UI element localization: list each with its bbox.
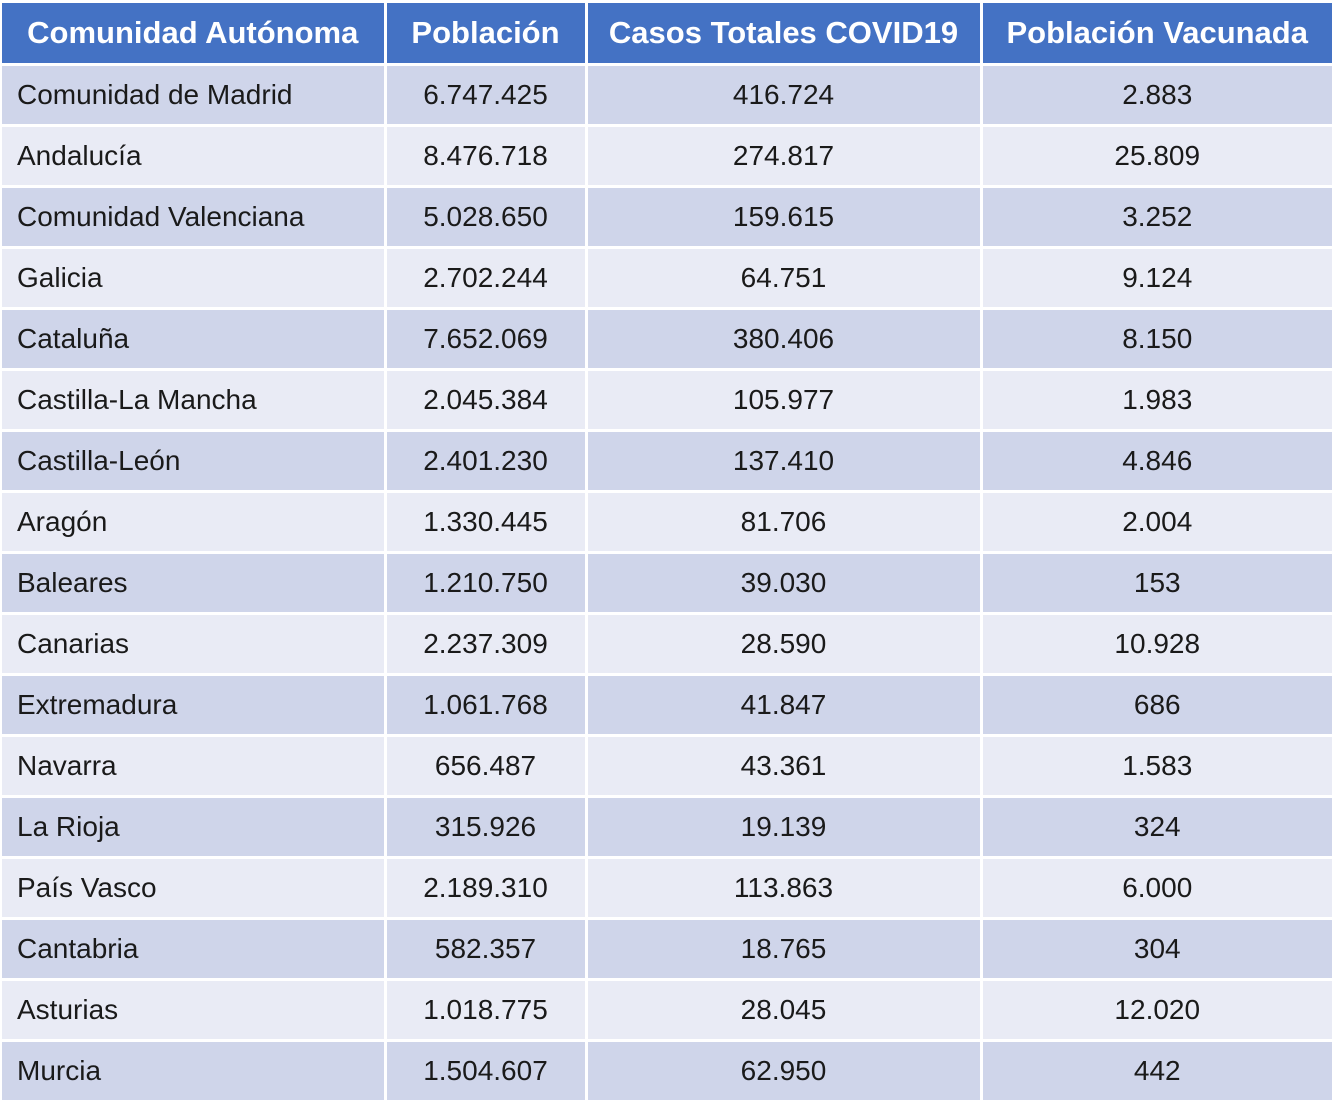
table-row: Asturias 1.018.775 28.045 12.020 <box>2 979 1332 1042</box>
population-cell: 1.504.607 <box>385 1040 588 1103</box>
population-cell: 2.189.310 <box>385 857 588 920</box>
table-header: Comunidad Autónoma Población Casos Total… <box>2 3 1332 66</box>
header-comunidad: Comunidad Autónoma <box>2 3 387 66</box>
cases-cell: 18.765 <box>586 918 983 981</box>
cases-cell: 19.139 <box>586 796 983 859</box>
cases-cell: 64.751 <box>586 247 983 310</box>
table-row: Comunidad Valenciana 5.028.650 159.615 3.25… <box>2 186 1332 249</box>
table-row: Castilla-La Mancha 2.045.384 105.977 1.983 <box>2 369 1332 432</box>
vaccinated-cell: 442 <box>981 1040 1332 1103</box>
table-row: Canarias 2.237.309 28.590 10.928 <box>2 613 1332 676</box>
cases-cell: 81.706 <box>586 491 983 554</box>
region-cell: Aragón <box>2 491 387 554</box>
region-cell: Cataluña <box>2 308 387 371</box>
vaccinated-cell: 4.846 <box>981 430 1332 493</box>
cases-cell: 39.030 <box>586 552 983 615</box>
table-row: Navarra 656.487 43.361 1.583 <box>2 735 1332 798</box>
vaccinated-cell: 12.020 <box>981 979 1332 1042</box>
region-cell: País Vasco <box>2 857 387 920</box>
covid-table: Comunidad Autónoma Población Casos Total… <box>2 3 1332 1103</box>
cases-cell: 274.817 <box>586 125 983 188</box>
population-cell: 1.210.750 <box>385 552 588 615</box>
cases-cell: 62.950 <box>586 1040 983 1103</box>
vaccinated-cell: 686 <box>981 674 1332 737</box>
table-row: Andalucía 8.476.718 274.817 25.809 <box>2 125 1332 188</box>
table-row: Cataluña 7.652.069 380.406 8.150 <box>2 308 1332 371</box>
region-cell: Comunidad de Madrid <box>2 64 387 127</box>
vaccinated-cell: 8.150 <box>981 308 1332 371</box>
region-cell: Andalucía <box>2 125 387 188</box>
vaccinated-cell: 6.000 <box>981 857 1332 920</box>
vaccinated-cell: 25.809 <box>981 125 1332 188</box>
cases-cell: 105.977 <box>586 369 983 432</box>
population-cell: 656.487 <box>385 735 588 798</box>
population-cell: 1.061.768 <box>385 674 588 737</box>
header-casos-totales: Casos Totales COVID19 <box>586 3 983 66</box>
table-row: Castilla-León 2.401.230 137.410 4.846 <box>2 430 1332 493</box>
cases-cell: 43.361 <box>586 735 983 798</box>
region-cell: Canarias <box>2 613 387 676</box>
header-row: Comunidad Autónoma Población Casos Total… <box>2 3 1332 66</box>
population-cell: 7.652.069 <box>385 308 588 371</box>
region-cell: Navarra <box>2 735 387 798</box>
population-cell: 2.702.244 <box>385 247 588 310</box>
table-body: Comunidad de Madrid 6.747.425 416.724 2.883… <box>2 64 1332 1103</box>
cases-cell: 113.863 <box>586 857 983 920</box>
cases-cell: 137.410 <box>586 430 983 493</box>
table-row: Aragón 1.330.445 81.706 2.004 <box>2 491 1332 554</box>
header-poblacion: Población <box>385 3 588 66</box>
region-cell: Asturias <box>2 979 387 1042</box>
vaccinated-cell: 1.983 <box>981 369 1332 432</box>
table-row: Murcia 1.504.607 62.950 442 <box>2 1040 1332 1103</box>
population-cell: 1.018.775 <box>385 979 588 1042</box>
population-cell: 2.401.230 <box>385 430 588 493</box>
header-poblacion-vacunada: Población Vacunada <box>981 3 1332 66</box>
region-cell: Galicia <box>2 247 387 310</box>
vaccinated-cell: 2.004 <box>981 491 1332 554</box>
vaccinated-cell: 3.252 <box>981 186 1332 249</box>
region-cell: La Rioja <box>2 796 387 859</box>
table-row: Comunidad de Madrid 6.747.425 416.724 2.883 <box>2 64 1332 127</box>
population-cell: 2.237.309 <box>385 613 588 676</box>
table-row: Cantabria 582.357 18.765 304 <box>2 918 1332 981</box>
vaccinated-cell: 153 <box>981 552 1332 615</box>
region-cell: Extremadura <box>2 674 387 737</box>
population-cell: 2.045.384 <box>385 369 588 432</box>
population-cell: 8.476.718 <box>385 125 588 188</box>
region-cell: Castilla-León <box>2 430 387 493</box>
covid-table-container: Comunidad Autónoma Población Casos Total… <box>2 3 1332 1103</box>
region-cell: Cantabria <box>2 918 387 981</box>
table-row: Baleares 1.210.750 39.030 153 <box>2 552 1332 615</box>
cases-cell: 416.724 <box>586 64 983 127</box>
table-row: Extremadura 1.061.768 41.847 686 <box>2 674 1332 737</box>
table-row: Galicia 2.702.244 64.751 9.124 <box>2 247 1332 310</box>
region-cell: Comunidad Valenciana <box>2 186 387 249</box>
vaccinated-cell: 2.883 <box>981 64 1332 127</box>
table-row: La Rioja 315.926 19.139 324 <box>2 796 1332 859</box>
population-cell: 5.028.650 <box>385 186 588 249</box>
cases-cell: 28.590 <box>586 613 983 676</box>
population-cell: 6.747.425 <box>385 64 588 127</box>
vaccinated-cell: 9.124 <box>981 247 1332 310</box>
region-cell: Baleares <box>2 552 387 615</box>
vaccinated-cell: 10.928 <box>981 613 1332 676</box>
population-cell: 582.357 <box>385 918 588 981</box>
cases-cell: 380.406 <box>586 308 983 371</box>
region-cell: Castilla-La Mancha <box>2 369 387 432</box>
cases-cell: 41.847 <box>586 674 983 737</box>
cases-cell: 28.045 <box>586 979 983 1042</box>
region-cell: Murcia <box>2 1040 387 1103</box>
vaccinated-cell: 1.583 <box>981 735 1332 798</box>
vaccinated-cell: 304 <box>981 918 1332 981</box>
population-cell: 1.330.445 <box>385 491 588 554</box>
table-row: País Vasco 2.189.310 113.863 6.000 <box>2 857 1332 920</box>
population-cell: 315.926 <box>385 796 588 859</box>
cases-cell: 159.615 <box>586 186 983 249</box>
vaccinated-cell: 324 <box>981 796 1332 859</box>
